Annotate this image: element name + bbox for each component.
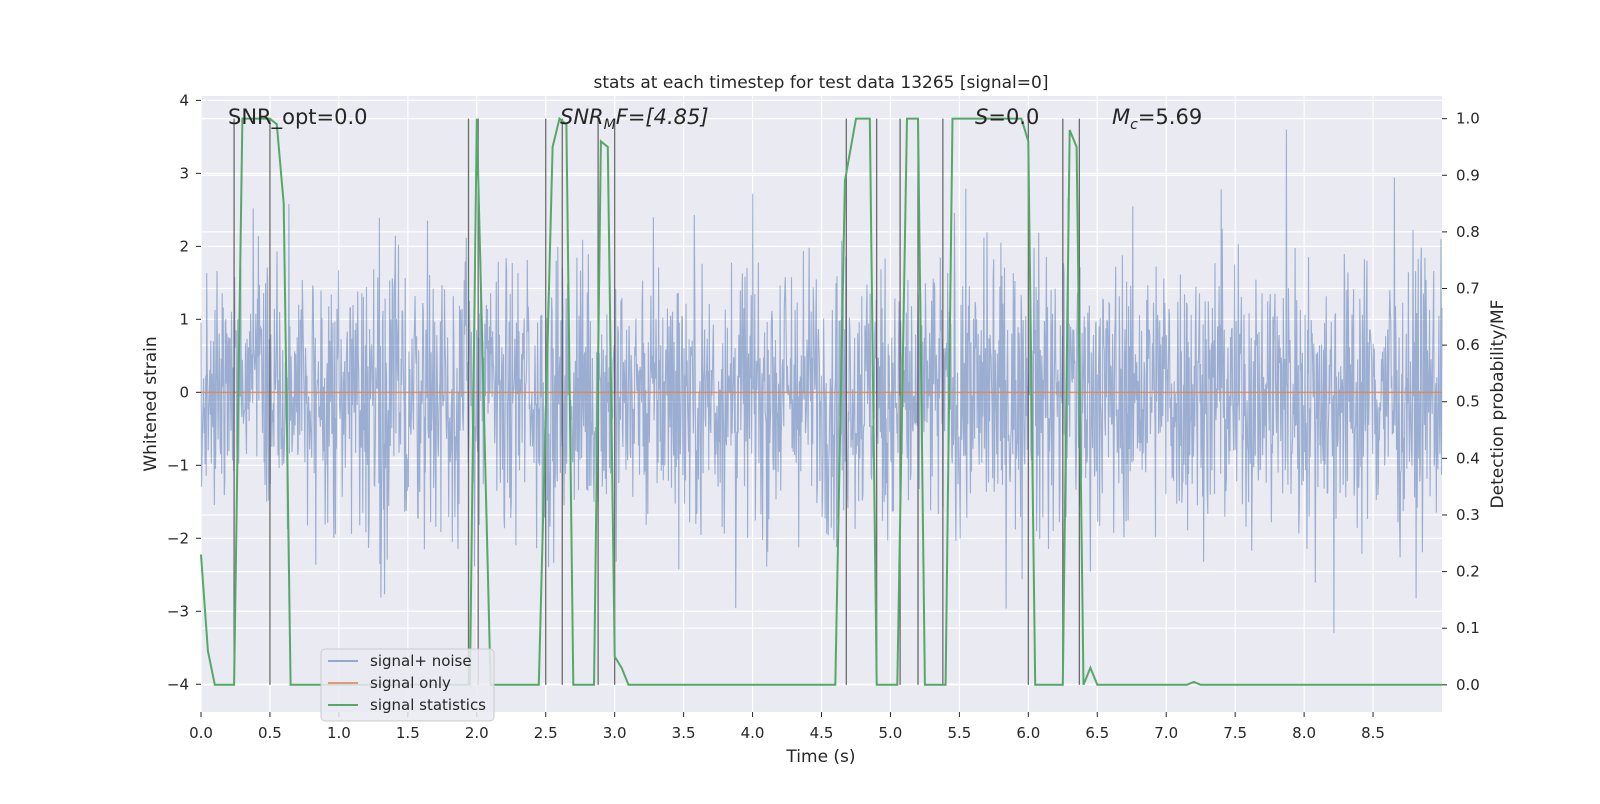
x-tick-label: 8.5 — [1361, 724, 1385, 742]
x-tick-label: 4.0 — [741, 724, 765, 742]
noise-line — [200, 129, 1443, 634]
snr-mf-subscript: M — [604, 117, 616, 133]
mc-subscript: c — [1130, 117, 1138, 133]
annotation-snr-opt: SNR_opt=0.0 — [228, 105, 368, 130]
y-tick-label: 3 — [179, 164, 189, 182]
annotation-mc: Mc=5.69 — [1112, 105, 1202, 133]
y-tick-label-right: 0.7 — [1456, 280, 1480, 298]
signal-statistics-series — [200, 116, 1442, 686]
y-tick-labels-left: 4 3 2 1 0 −1 −2 −3 −4 — [167, 91, 201, 693]
legend: signal+ noise signal only signal statist… — [320, 648, 495, 722]
annotation-snr-mf: SNRMF=[4.85] — [560, 105, 709, 133]
y-tick-label: −2 — [167, 529, 189, 547]
y-tick-label-right: 0.3 — [1456, 506, 1480, 524]
y-tick-labels-right: 1.0 0.9 0.8 0.7 0.6 0.5 0.4 0.3 0.2 0.1 0.0 — [1442, 110, 1480, 694]
y-tick-label: 4 — [179, 91, 189, 109]
mc-rest: =5.69 — [1138, 105, 1202, 129]
legend-box — [320, 648, 495, 722]
noise-series — [200, 129, 1443, 634]
y-tick-label-right: 0.6 — [1456, 336, 1480, 354]
x-tick-label: 7.0 — [1154, 724, 1178, 742]
y-tick-label-right: 1.0 — [1456, 110, 1480, 128]
legend-label-signal: signal only — [370, 674, 451, 692]
x-tick-label: 5.0 — [879, 724, 903, 742]
x-tick-label: 3.0 — [603, 724, 627, 742]
y-axis-label-right: Detection probability/MF — [1488, 300, 1508, 509]
s-symbol: S — [975, 105, 988, 129]
x-tick-labels: 0.0 0.5 1.0 1.5 2.0 2.5 3.0 3.5 4.0 4.5 5.0 5.5 6.0 6… — [189, 712, 1385, 742]
y-tick-label: −3 — [167, 602, 189, 620]
x-tick-label: 5.5 — [947, 724, 971, 742]
y-tick-label-right: 0.8 — [1456, 223, 1480, 241]
x-tick-label: 1.5 — [396, 724, 420, 742]
snr-mf-symbol: SNR — [560, 105, 604, 129]
y-tick-label-right: 0.0 — [1456, 676, 1480, 694]
snr-mf-rest: F=[4.85] — [616, 105, 709, 129]
chart-title: stats at each timestep for test data 132… — [594, 73, 1049, 93]
y-axis-label: Whitened strain — [141, 336, 161, 471]
y-tick-label-right: 0.5 — [1456, 393, 1480, 411]
x-tick-label: 8.0 — [1292, 724, 1316, 742]
y-tick-label: −1 — [167, 456, 189, 474]
s-rest: =0.0 — [988, 105, 1039, 129]
y-tick-label: 2 — [179, 237, 189, 255]
x-axis-label: Time (s) — [785, 747, 855, 767]
x-tick-label: 0.0 — [189, 724, 213, 742]
y-tick-label: 1 — [179, 310, 189, 328]
y-tick-label-right: 0.1 — [1456, 619, 1480, 637]
x-tick-label: 6.5 — [1085, 724, 1109, 742]
x-tick-label: 4.5 — [810, 724, 834, 742]
x-tick-label: 3.5 — [672, 724, 696, 742]
y-tick-label-right: 0.2 — [1456, 563, 1480, 581]
x-tick-label: 2.0 — [465, 724, 489, 742]
signal-statistics-line — [200, 116, 1442, 686]
x-tick-label: 7.5 — [1223, 724, 1247, 742]
y-tick-label: 0 — [179, 383, 189, 401]
y-tick-label: −4 — [167, 675, 189, 693]
x-tick-label: 1.0 — [327, 724, 351, 742]
x-tick-label: 2.5 — [534, 724, 558, 742]
mc-symbol: M — [1112, 105, 1130, 129]
y-tick-label-right: 0.4 — [1456, 449, 1480, 467]
annotation-s: S=0.0 — [975, 105, 1039, 129]
x-tick-label: 6.0 — [1016, 724, 1040, 742]
legend-label-noise: signal+ noise — [370, 652, 472, 670]
x-tick-label: 0.5 — [258, 724, 282, 742]
y-tick-label-right: 0.9 — [1456, 166, 1480, 184]
legend-label-stats: signal statistics — [370, 696, 486, 714]
